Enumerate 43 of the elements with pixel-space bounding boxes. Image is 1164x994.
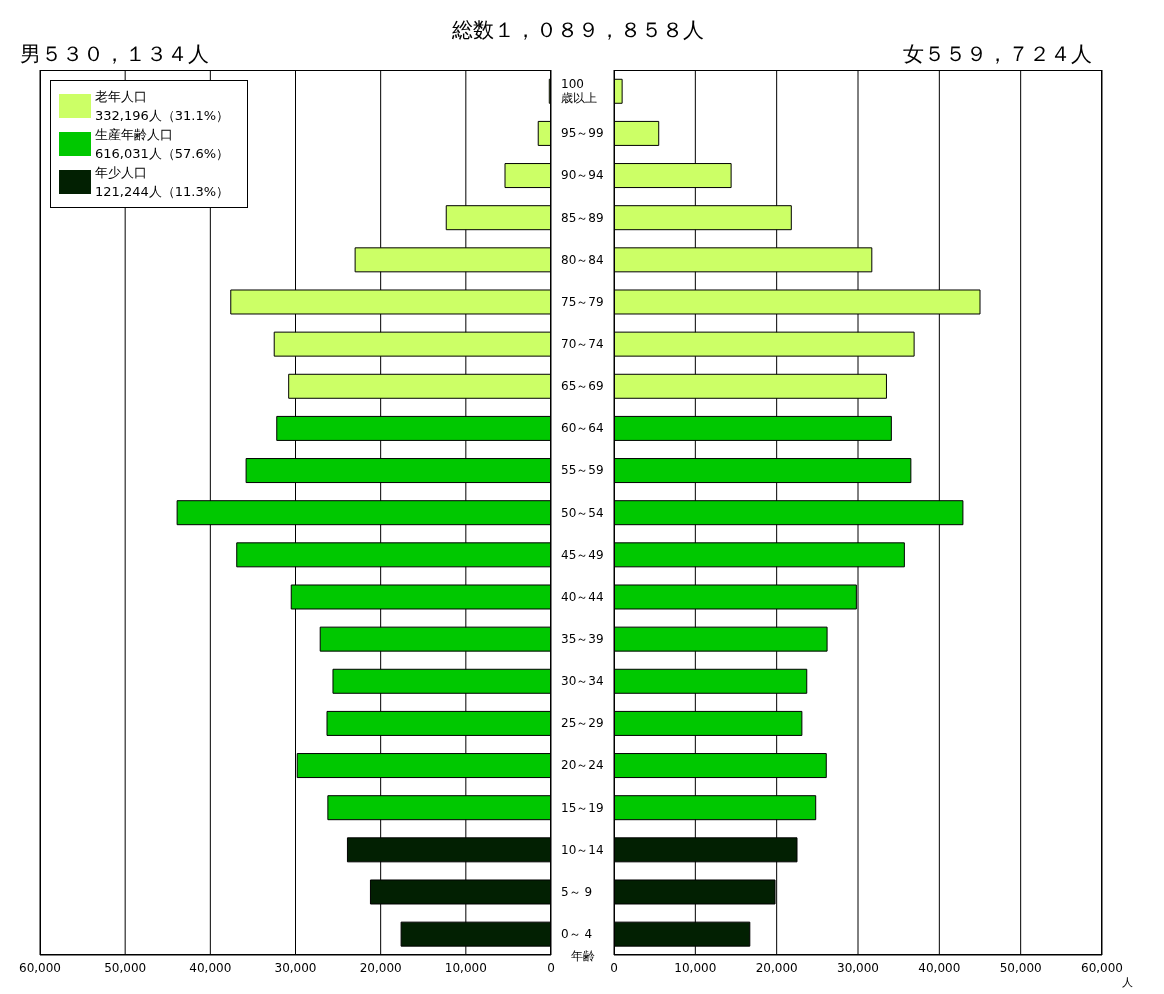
y-tick-label: 45～49	[561, 547, 604, 562]
y-tick-label: 80～84	[561, 252, 604, 267]
x-tick-label: 30,000	[837, 960, 879, 975]
y-tick-label: 25～29	[561, 716, 604, 731]
x-tick-label: 50,000	[104, 960, 147, 975]
y-tick-label: 50～54	[561, 505, 604, 520]
y-axis-title: 年齢	[571, 948, 595, 965]
y-tick-label: 30～34	[561, 674, 604, 689]
y-tick-label: 55～59	[561, 463, 604, 478]
chart-subtitle: 男５３０，１３４人	[20, 41, 209, 68]
y-tick-label: 40～44	[561, 589, 604, 604]
y-tick-label: 60～64	[561, 421, 604, 436]
y-tick-label: 20～24	[561, 758, 604, 773]
y-tick-label: 75～79	[561, 294, 604, 309]
x-tick-label: 60,000	[1081, 960, 1123, 975]
x-tick-label: 0	[547, 960, 555, 975]
x-tick-label: 0	[610, 960, 618, 975]
y-tick-label: 95～99	[561, 126, 604, 141]
y-tick-label: 100歳以上	[561, 77, 597, 106]
x-tick-label: 10,000	[444, 960, 487, 975]
legend-label: 生産年齢人口 616,031人（57.6%）	[95, 126, 230, 163]
x-axis-title: 人	[1122, 975, 1133, 990]
x-tick-label: 20,000	[359, 960, 402, 975]
y-tick-label: 0～ 4	[561, 926, 593, 941]
x-tick-label: 30,000	[274, 960, 317, 975]
x-tick-label: 20,000	[755, 960, 798, 975]
x-tick-label: 40,000	[918, 960, 961, 975]
y-tick-label: 85～89	[561, 210, 604, 225]
legend-label: 年少人口 121,244人（11.3%）	[95, 164, 230, 201]
x-tick-label: 10,000	[674, 960, 717, 975]
y-tick-label: 35～39	[561, 631, 604, 646]
x-tick-label: 60,000	[19, 960, 61, 975]
x-tick-label: 40,000	[189, 960, 232, 975]
y-tick-label: 90～94	[561, 168, 604, 183]
legend-label: 老年人口 332,196人（31.1%）	[95, 88, 230, 125]
y-tick-label: 5～ 9	[561, 884, 593, 899]
x-tick-label: 50,000	[999, 960, 1042, 975]
y-tick-label: 70～74	[561, 336, 604, 351]
y-tick-label: 15～19	[561, 800, 604, 815]
y-tick-label: 10～14	[561, 842, 604, 857]
chart-title: 総数１，０８９，８５８人	[452, 18, 704, 42]
chart-subtitle: 女５５９，７２４人	[903, 41, 1092, 68]
y-tick-label: 65～69	[561, 379, 604, 394]
